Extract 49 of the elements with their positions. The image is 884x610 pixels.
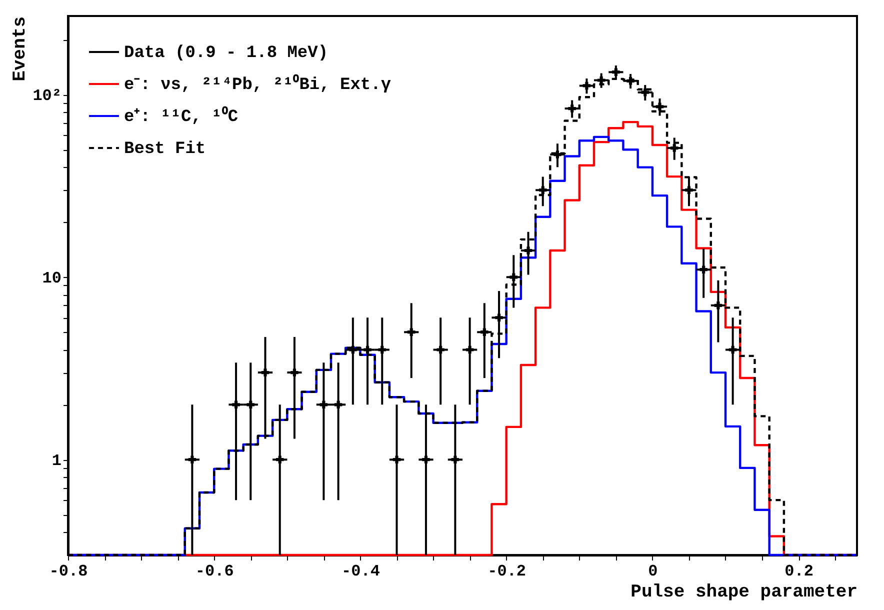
x-tick-label: -0.4 <box>342 562 380 580</box>
point <box>495 314 503 322</box>
point <box>510 273 518 282</box>
point <box>364 346 372 354</box>
point <box>349 346 357 354</box>
x-axis-title: Pulse shape parameter <box>630 582 858 602</box>
point <box>714 302 722 310</box>
point <box>568 104 576 112</box>
x-tick-label: -0.8 <box>49 562 88 580</box>
point <box>582 82 591 90</box>
legend-label: e⁺: ¹¹C, ¹⁰C <box>124 106 238 127</box>
point <box>436 346 444 354</box>
y-tick-label: 1 <box>52 452 62 470</box>
point <box>422 456 430 464</box>
point <box>656 102 664 111</box>
point <box>246 400 255 409</box>
y-tick-label: 10 <box>42 270 62 288</box>
point <box>261 368 270 376</box>
point <box>670 144 678 152</box>
point <box>612 68 620 76</box>
point <box>334 400 342 409</box>
legend-label: Data (0.9 - 1.8 MeV) <box>124 44 328 63</box>
point <box>700 266 708 274</box>
point <box>685 186 693 194</box>
point <box>451 456 460 464</box>
point <box>320 400 328 409</box>
point <box>276 456 284 464</box>
point <box>480 328 488 336</box>
legend-label: e⁻: νs, ²¹⁴Pb, ²¹⁰Bi, Ext.γ <box>124 74 392 95</box>
point <box>538 186 547 194</box>
point <box>641 88 650 96</box>
point <box>728 346 737 354</box>
point <box>290 368 298 376</box>
x-tick-label: -0.6 <box>195 562 234 580</box>
x-tick-label: -0.2 <box>488 562 526 580</box>
x-tick-label: 0 <box>648 562 658 580</box>
legend-label: Best Fit <box>124 140 206 159</box>
y-tick-label: 10² <box>32 87 62 106</box>
point <box>378 346 386 354</box>
point <box>466 346 474 354</box>
point <box>232 400 240 409</box>
point <box>626 77 634 85</box>
y-axis-title: Events <box>10 16 31 82</box>
point <box>554 150 562 158</box>
point <box>188 456 196 464</box>
point <box>392 456 401 464</box>
point <box>407 328 416 336</box>
x-tick-label: 0.2 <box>784 562 814 580</box>
point <box>524 246 532 254</box>
